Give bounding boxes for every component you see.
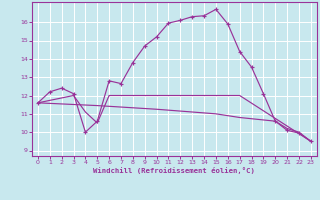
X-axis label: Windchill (Refroidissement éolien,°C): Windchill (Refroidissement éolien,°C) bbox=[93, 167, 255, 174]
